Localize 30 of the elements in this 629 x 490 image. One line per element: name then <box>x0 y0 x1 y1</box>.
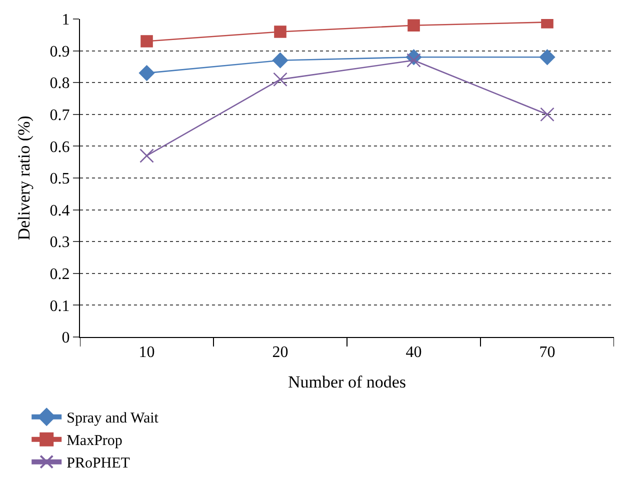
y-tick-label: 0.7 <box>50 107 70 124</box>
y-tick-label: 0.1 <box>50 298 70 315</box>
point <box>140 148 154 163</box>
point <box>408 19 420 32</box>
x-tick-label: 40 <box>406 344 422 362</box>
y-tick-label: 0.5 <box>50 170 70 188</box>
y-tick-label: 0.9 <box>50 43 70 60</box>
y-tick-label: 0.6 <box>50 138 70 156</box>
y-tick-label: 0.8 <box>50 75 70 92</box>
point <box>272 52 288 68</box>
y-tick-label: 0.3 <box>50 234 70 252</box>
legend-label: PRoPHET <box>66 456 130 472</box>
x-tick-label: 10 <box>138 344 155 362</box>
point <box>539 49 556 65</box>
point <box>406 53 421 68</box>
point <box>273 72 288 87</box>
point <box>140 35 153 48</box>
x-axis-title: Number of nodes <box>288 372 406 392</box>
x-tick-label: 70 <box>539 344 556 362</box>
y-tick-label: 0.4 <box>50 202 70 220</box>
y-tick-label: 1 <box>62 12 70 29</box>
y-tick-label: 0 <box>62 330 70 347</box>
x-tick-label: 20 <box>272 344 288 362</box>
point <box>540 107 554 122</box>
point <box>274 26 286 38</box>
legend-label: MaxProp <box>66 433 122 450</box>
point <box>138 65 155 81</box>
y-axis-title: Delivery ratio (%) <box>14 116 34 240</box>
y-tick-label: 0.2 <box>50 266 70 283</box>
legend-label: Spray and Wait <box>66 410 160 427</box>
